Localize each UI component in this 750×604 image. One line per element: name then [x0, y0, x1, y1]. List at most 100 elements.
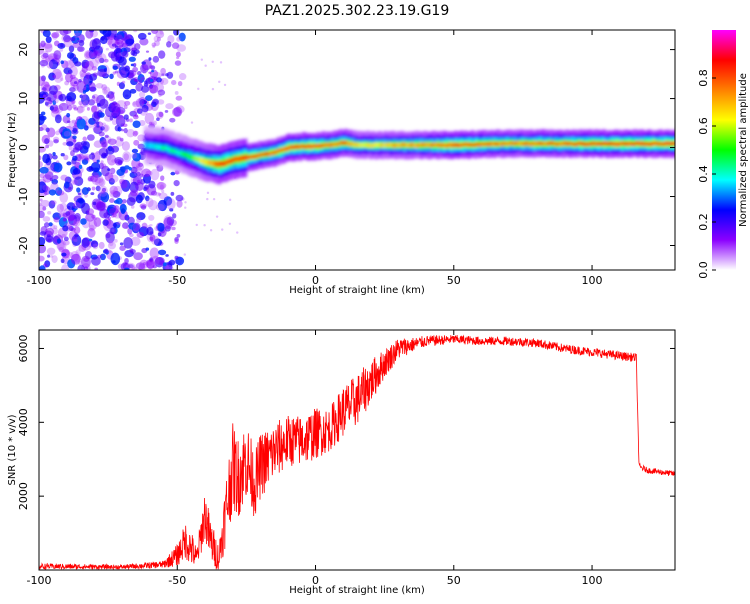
spectrogram-noise-blob	[97, 53, 102, 57]
spectrogram-noise-blob	[81, 256, 91, 268]
spectrogram-noise-blob	[102, 125, 108, 133]
spectrogram-noise-blob	[97, 160, 100, 163]
spectrogram-noise-blob	[220, 61, 222, 63]
spectrogram-noise-blob	[150, 79, 153, 82]
spectrogram-noise-blob	[82, 66, 88, 73]
spectrogram-noise-blob	[70, 77, 79, 87]
spectrogram-noise-blob	[96, 201, 106, 212]
spectrogram-noise-blob	[40, 173, 45, 179]
spectrogram-noise-blob	[124, 105, 128, 109]
spectrogram-noise-blob	[165, 110, 169, 113]
spectrogram-noise-blob	[116, 198, 123, 204]
spectrogram-noise-blob	[71, 100, 74, 104]
spectrogram-noise-blob	[82, 187, 89, 195]
spectrogram-noise-blob	[99, 46, 103, 50]
spectrogram-noise-blob	[101, 84, 107, 90]
spectrogram-noise-blob	[67, 206, 70, 209]
spectrogram-noise-blob	[89, 82, 96, 91]
spectrogram-noise-blob	[37, 161, 43, 168]
y-tick-label: 0	[17, 144, 30, 151]
spectrogram-noise-blob	[165, 254, 169, 257]
spectrogram-noise-blob	[172, 213, 176, 218]
colorbar-tick-label: 0.6	[697, 117, 710, 135]
spectrogram-noise-blob	[110, 168, 115, 174]
x-tick-label: -100	[27, 574, 52, 587]
spectrogram-noise-blob	[47, 248, 56, 255]
spectrogram-noise-blob	[93, 72, 98, 76]
spectrogram-noise-blob	[139, 92, 145, 98]
spectrogram-noise-blob	[122, 81, 126, 84]
spectrogram-noise-blob	[72, 135, 76, 139]
spectrogram-noise-blob	[104, 59, 109, 63]
spectrogram-noise-blob	[158, 89, 166, 95]
spectrogram-noise-blob	[127, 197, 136, 206]
spectrogram-noise-blob	[171, 192, 175, 196]
spectrogram-noise-blob	[125, 39, 134, 45]
spectrogram-noise-blob	[37, 76, 45, 86]
spectrogram-noise-blob	[174, 239, 178, 244]
spectrogram-noise-blob	[64, 39, 73, 47]
spectrogram-noise-blob	[123, 89, 132, 99]
spectrogram-noise-blob	[174, 180, 180, 186]
y-tick-label: 20	[17, 43, 30, 57]
spectrogram-noise-blob	[153, 56, 159, 63]
spectrogram-noise-blob	[53, 139, 59, 143]
spectrogram-noise-blob	[107, 168, 110, 171]
spectrogram-noise-blob	[73, 218, 80, 227]
spectrogram-noise-blob	[74, 238, 78, 242]
spectrogram-noise-blob	[142, 223, 148, 229]
spectrogram-noise-blob	[152, 43, 157, 47]
spectrogram-noise-blob	[40, 231, 46, 236]
spectrogram-noise-blob	[66, 113, 70, 117]
spectrogram-noise-blob	[52, 175, 58, 180]
spectrogram-noise-blob	[42, 154, 50, 164]
spectrogram-noise-blob	[158, 50, 165, 58]
x-tick-label: 100	[582, 274, 603, 287]
spectrogram-noise-blob	[148, 57, 151, 60]
spectrogram-noise-blob	[124, 165, 130, 169]
spectrogram-noise-blob	[80, 218, 87, 225]
spectrogram-noise-blob	[69, 146, 73, 151]
spectrogram-noise-blob	[62, 103, 66, 106]
spectrogram-noise-blob	[44, 138, 49, 144]
spectrogram-noise-blob	[76, 187, 80, 192]
spectrogram-noise-blob	[229, 199, 231, 201]
spectrogram-noise-blob	[207, 192, 209, 194]
spectrogram-noise-blob	[152, 256, 160, 266]
spectrogram-noise-blob	[74, 142, 83, 151]
spectrogram-noise-blob	[163, 217, 172, 229]
spectrogram-ridge	[144, 125, 677, 184]
spectrogram-noise-blob	[124, 258, 129, 264]
snr-frame	[39, 330, 675, 570]
spectrogram-noise-blob	[206, 198, 208, 200]
spectrogram-noise-blob	[81, 238, 89, 248]
spectrogram-noise-blob	[156, 118, 160, 122]
spectrogram-noise-blob	[191, 121, 193, 123]
spectrogram-noise-blob	[115, 55, 120, 61]
spectrogram-noise-blob	[124, 128, 128, 133]
spectrogram-noise-blob	[146, 50, 149, 52]
colorbar-tick-label: 0.4	[697, 165, 710, 183]
spectrogram-noise-blob	[224, 84, 226, 86]
spectrogram-noise-blob	[42, 87, 47, 91]
spectrogram-noise-blob	[43, 95, 46, 98]
spectrogram-noise-blob	[136, 217, 141, 223]
spectrogram-noise-blob	[120, 180, 128, 189]
spectrogram-noise-blob	[39, 265, 46, 273]
spectrogram-noise-blob	[169, 118, 175, 123]
snr-x-ticks: -100 -50 0 50 100	[27, 330, 603, 587]
spectrogram-noise-blob	[66, 141, 73, 146]
spectrogram-noise-blob	[109, 37, 114, 40]
spectrogram-noise-blob	[62, 225, 68, 231]
spectrogram-noise-blob	[87, 134, 95, 141]
spectrogram-noise-blob	[109, 198, 114, 203]
y-tick-label: 2000	[17, 482, 30, 510]
spectrogram-noise-blob	[80, 93, 86, 101]
colorbar-tick-label: 0.0	[697, 261, 710, 279]
spectrogram-noise-blob	[163, 262, 167, 266]
spectrogram-noise-blob	[123, 124, 128, 127]
spectrogram-noise-blob	[49, 85, 58, 95]
spectrogram-noise-blob	[120, 138, 124, 142]
spectrogram-noise-blob	[175, 60, 181, 65]
spectrogram-noise-blob	[131, 64, 134, 67]
